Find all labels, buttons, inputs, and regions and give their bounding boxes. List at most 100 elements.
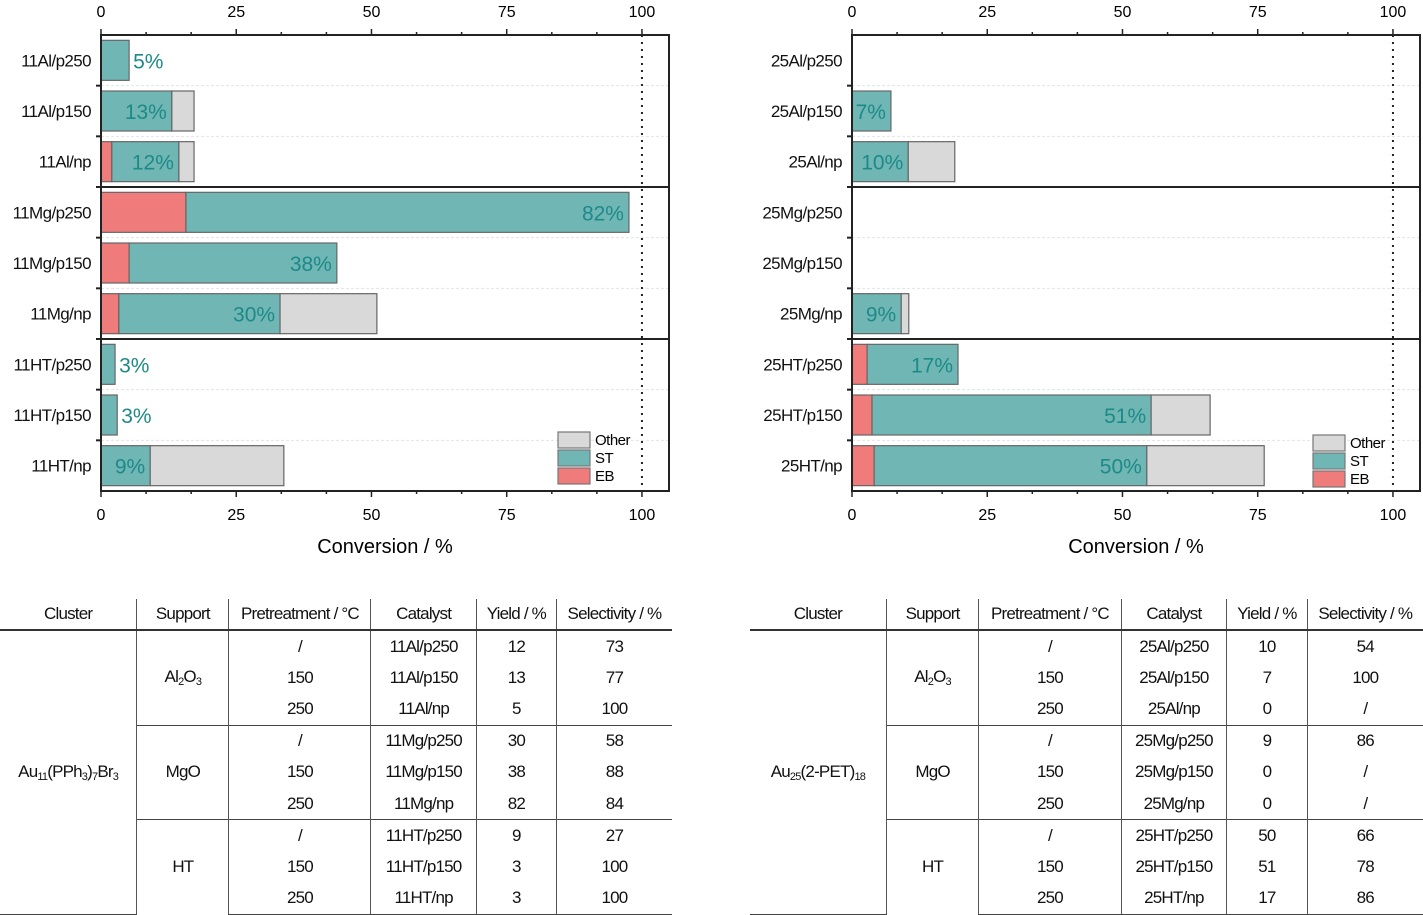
bar-st <box>111 141 180 183</box>
catalyst-cell: 11Al/np <box>370 693 477 726</box>
cluster-cell: Au11(PPh3)7Br3 <box>0 630 137 915</box>
catalyst-cell: 25Mg/np <box>1120 787 1227 820</box>
bar-st <box>871 394 1152 436</box>
formula-part: Al <box>164 667 179 687</box>
plot-frame <box>851 34 1421 492</box>
yield-cell: 7 <box>1226 662 1308 694</box>
selectivity-cell: 73 <box>555 630 672 663</box>
selectivity-cell: 77 <box>555 662 672 694</box>
bar-eb <box>851 343 868 385</box>
selectivity-cell: 78 <box>1306 851 1423 883</box>
category-label: 25HT/p150 <box>763 406 842 425</box>
bar-eb <box>851 445 875 487</box>
pretreatment-cell: / <box>978 819 1122 852</box>
support-cell: Al2O3 <box>885 630 979 726</box>
category-label: 25Al/p150 <box>771 102 842 121</box>
data-label: 9% <box>115 456 145 479</box>
category-label: 11HT/np <box>31 457 91 476</box>
table-row: 250 25Al/np 0/ <box>750 693 1423 726</box>
yield-cell: 3 <box>475 851 557 883</box>
x-tick-label-bottom: 75 <box>498 507 516 524</box>
formula: Au25(2-PET)18 <box>771 761 866 783</box>
category-label: 11Mg/p150 <box>13 254 92 273</box>
catalyst-cell: 11Mg/np <box>370 787 477 820</box>
category-label: 25Al/np <box>789 153 843 172</box>
category-label: 11Al/p250 <box>21 51 91 70</box>
catalyst-cell: 25Al/p250 <box>1120 630 1227 663</box>
catalyst-cell: 25HT/p150 <box>1120 851 1227 883</box>
table-row: 250 25Mg/np 0/ <box>750 787 1423 820</box>
table-row: 250 11Mg/np 82 84 <box>0 787 672 820</box>
category-label: 25Mg/np <box>780 305 842 324</box>
legend-label: ST <box>1350 453 1369 470</box>
x-tick-label-top: 50 <box>363 4 381 21</box>
formula-part: O <box>183 667 196 687</box>
x-tick-label-bottom: 25 <box>227 507 245 524</box>
subscript: 2 <box>927 676 934 689</box>
bar-st <box>100 90 173 132</box>
support-cell: MgO <box>885 724 979 820</box>
chart-1: 11Al/p250 5% 11Al/p150 13% 11Al/np 12% 11Mg/p2… <box>13 4 670 558</box>
subscript: 3 <box>195 676 202 689</box>
formula-part: Al <box>914 667 928 687</box>
catalyst-cell: 11HT/p150 <box>370 851 477 883</box>
selectivity-cell: / <box>1306 756 1423 788</box>
table-row: 150 25Mg/p150 0/ <box>750 756 1423 788</box>
column-header: Catalyst <box>370 599 477 631</box>
formula-part: (2-PET) <box>800 761 856 781</box>
bar-st <box>100 394 118 436</box>
legend-swatch-other <box>557 431 591 449</box>
yield-cell: 17 <box>1226 882 1308 915</box>
bar-other <box>1146 445 1265 487</box>
bar-other <box>149 445 285 487</box>
subscript: 2 <box>178 676 184 689</box>
yield-cell: 13 <box>475 662 557 694</box>
pretreatment-cell: / <box>228 819 371 852</box>
plot-frame <box>100 34 670 492</box>
data-label: 13% <box>125 101 167 124</box>
data-label: 3% <box>121 405 151 428</box>
column-header: Catalyst <box>1120 599 1227 631</box>
pretreatment-cell: 150 <box>978 662 1122 694</box>
bar-st <box>100 39 130 81</box>
data-label: 82% <box>582 202 624 225</box>
support-cell: MgO <box>136 724 229 820</box>
legend-label: Other <box>1350 435 1386 452</box>
column-header: Cluster <box>750 599 887 631</box>
yield-cell: 3 <box>475 882 557 915</box>
table-row: 150 25Al/p150 7 100 <box>750 662 1423 694</box>
legend-swatch-other <box>1312 434 1346 452</box>
table-row: HT /11HT/p250 9 27 <box>0 819 672 915</box>
bar-eb <box>851 394 873 436</box>
column-header: Cluster <box>0 599 137 631</box>
support-cell: HT <box>136 819 229 915</box>
formula: MgO <box>166 762 201 781</box>
subscript: 3 <box>945 676 952 689</box>
bar-other <box>178 141 195 183</box>
x-tick-label-bottom: 0 <box>97 507 106 524</box>
category-label: 11Mg/p250 <box>13 203 92 222</box>
bar-other <box>171 90 195 132</box>
selectivity-cell: 88 <box>555 756 672 788</box>
bar-other <box>1150 394 1211 436</box>
x-tick-label-bottom: 100 <box>1380 507 1407 524</box>
category-label: 11HT/p150 <box>14 406 92 425</box>
bar-other <box>907 141 956 183</box>
column-header: Selectivity / % <box>555 599 672 631</box>
x-axis-title: Conversion / % <box>317 536 453 558</box>
catalyst-cell: 11Mg/p250 <box>370 724 477 757</box>
x-tick-label-top: 100 <box>1380 4 1407 21</box>
data-label: 5% <box>133 50 163 73</box>
chart-2: 25Al/p250 25Al/p150 7% 25Al/np 10% 25Mg/p250 2… <box>762 4 1421 558</box>
column-header: Yield / % <box>1226 599 1308 631</box>
bar-eb <box>100 191 187 233</box>
legend-swatch-eb <box>1312 470 1346 488</box>
pretreatment-cell: 250 <box>228 882 371 915</box>
category-label: 11Al/np <box>39 153 91 172</box>
data-label: 30% <box>233 304 275 327</box>
catalyst-cell: 25HT/p250 <box>1120 819 1227 852</box>
formula-part: MgO <box>915 762 950 782</box>
catalyst-cell: 11HT/p250 <box>370 819 477 852</box>
yield-cell: 0 <box>1226 787 1308 820</box>
x-tick-label-top: 50 <box>1114 4 1132 21</box>
